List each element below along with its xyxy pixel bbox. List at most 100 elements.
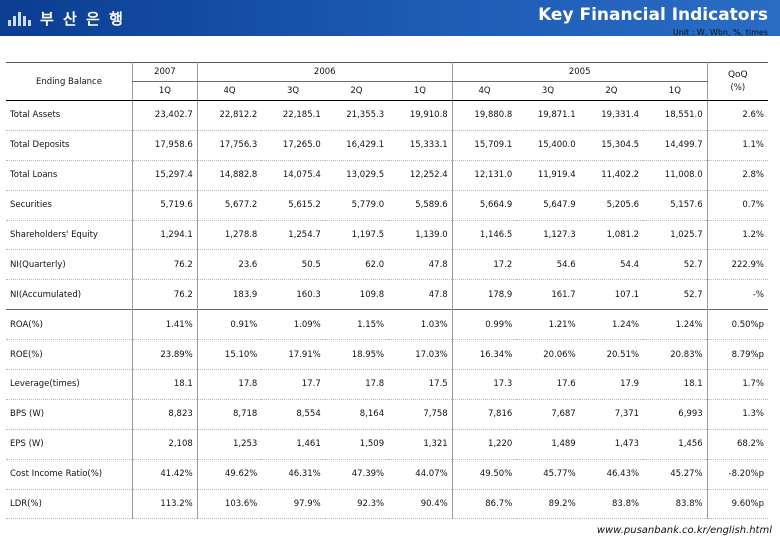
table-cell: 15.10% bbox=[197, 339, 262, 371]
qoq-unit: (%) bbox=[730, 82, 746, 93]
table-cell: 17.03% bbox=[388, 339, 453, 371]
table-cell: 17.7 bbox=[261, 369, 325, 400]
table-cell: 1,081.2 bbox=[579, 220, 644, 251]
table-cell: 1,025.7 bbox=[643, 220, 708, 251]
financial-table: Ending Balance 2007 2006 2005 QoQ (%) 1Q… bbox=[6, 62, 768, 520]
table-cell: 76.2 bbox=[132, 249, 198, 281]
table-cell: 14,499.7 bbox=[643, 130, 708, 161]
table-cell: 41.42% bbox=[132, 459, 198, 490]
row-label: LDR(%) bbox=[6, 489, 133, 520]
table-cell: 17,958.6 bbox=[132, 130, 198, 161]
table-cell: 86.7% bbox=[451, 489, 517, 520]
row-label: Shareholders' Equity bbox=[6, 220, 133, 251]
table-cell: 109.8 bbox=[324, 279, 389, 311]
table-cell: 12,131.0 bbox=[451, 160, 517, 191]
table-cell: 160.3 bbox=[261, 279, 325, 311]
row-label: Total Deposits bbox=[6, 130, 133, 161]
table-cell: 52.7 bbox=[643, 279, 708, 311]
table-cell: 83.8% bbox=[643, 489, 708, 520]
qoq-cell: -% bbox=[706, 279, 768, 311]
table-cell: 13,029.5 bbox=[324, 160, 389, 191]
table-cell: 1.15% bbox=[324, 309, 389, 341]
table-row: BPS (W) 8,823 8,718 8,554 8,164 7,758 7,816 7,6… bbox=[6, 399, 768, 430]
table-cell: 14,882.8 bbox=[197, 160, 262, 191]
table-cell: 1.03% bbox=[388, 309, 453, 341]
table-row: Cost Income Ratio(%) 41.42% 49.62% 46.31% 47… bbox=[6, 459, 768, 490]
table-cell: 1,321 bbox=[388, 429, 453, 460]
table-cell: 17.8 bbox=[324, 369, 389, 400]
table-cell: 161.7 bbox=[516, 279, 580, 311]
table-cell: 17.8 bbox=[197, 369, 262, 400]
corner-label: Ending Balance bbox=[6, 62, 133, 101]
table-cell: 1,278.8 bbox=[197, 220, 262, 251]
table-cell: 89.2% bbox=[516, 489, 580, 520]
table-cell: 15,709.1 bbox=[451, 130, 517, 161]
table-cell: 62.0 bbox=[324, 249, 389, 281]
logo-mark-icon bbox=[8, 10, 34, 26]
table-cell: 97.9% bbox=[261, 489, 325, 520]
table-cell: 1,473 bbox=[579, 429, 644, 460]
table-cell: 107.1 bbox=[579, 279, 644, 311]
table-cell: 6,993 bbox=[643, 399, 708, 430]
table-cell: 183.9 bbox=[197, 279, 262, 311]
table-cell: 5,157.6 bbox=[643, 190, 708, 221]
table-cell: 8,164 bbox=[324, 399, 389, 430]
table-cell: 23.89% bbox=[132, 339, 198, 371]
row-label: ROE(%) bbox=[6, 339, 133, 371]
table-cell: 8,823 bbox=[132, 399, 198, 430]
qoq-cell: 1.1% bbox=[706, 130, 768, 161]
table-cell: 23,402.7 bbox=[132, 100, 198, 131]
qoq-cell: 2.8% bbox=[706, 160, 768, 191]
qoq-cell: 2.6% bbox=[706, 100, 768, 131]
table-cell: 5,647.9 bbox=[516, 190, 580, 221]
table-cell: 1.24% bbox=[579, 309, 644, 341]
quarter-header: 1Q bbox=[643, 81, 708, 101]
year-2007: 2007 bbox=[132, 62, 198, 82]
row-label: Total Assets bbox=[6, 100, 133, 131]
table-cell: 1,253 bbox=[197, 429, 262, 460]
table-cell: 22,185.1 bbox=[261, 100, 325, 131]
table-cell: 5,205.6 bbox=[579, 190, 644, 221]
table-cell: 11,402.2 bbox=[579, 160, 644, 191]
table-cell: 46.43% bbox=[579, 459, 644, 490]
table-cell: 14,075.4 bbox=[261, 160, 325, 191]
table-cell: 17.3 bbox=[451, 369, 517, 400]
table-cell: 7,758 bbox=[388, 399, 453, 430]
table-row: ROA(%) 1.41% 0.91% 1.09% 1.15% 1.03% 0.99% 1.21… bbox=[6, 309, 768, 341]
row-label: BPS (W) bbox=[6, 399, 133, 430]
quarter-header: 4Q bbox=[197, 81, 262, 101]
bank-logo: 부 산 은 행 bbox=[8, 8, 125, 28]
table-row: NI(Accumulated) 76.2 183.9 160.3 109.8 47.8 17… bbox=[6, 279, 768, 311]
table-cell: 8,718 bbox=[197, 399, 262, 430]
table-cell: 1,197.5 bbox=[324, 220, 389, 251]
table-cell: 7,816 bbox=[451, 399, 517, 430]
table-cell: 47.8 bbox=[388, 249, 453, 281]
table-cell: 1,456 bbox=[643, 429, 708, 460]
qoq-cell: 1.7% bbox=[706, 369, 768, 400]
table-row: Leverage(times) 18.1 17.8 17.7 17.8 17.5 17.3 1… bbox=[6, 369, 768, 400]
table-cell: 16.34% bbox=[451, 339, 517, 371]
table-cell: 178.9 bbox=[451, 279, 517, 311]
table-cell: 18,551.0 bbox=[643, 100, 708, 131]
table-cell: 1.09% bbox=[261, 309, 325, 341]
quarter-header: 2Q bbox=[579, 81, 644, 101]
table-cell: 1.21% bbox=[516, 309, 580, 341]
page-title: Key Financial Indicators bbox=[538, 5, 768, 25]
qoq-cell: 0.7% bbox=[706, 190, 768, 221]
table-cell: 76.2 bbox=[132, 279, 198, 311]
table-cell: 0.99% bbox=[451, 309, 517, 341]
table-cell: 5,589.6 bbox=[388, 190, 453, 221]
table-row: Total Loans 15,297.4 14,882.8 14,075.4 13,02… bbox=[6, 160, 768, 191]
qoq-cell: -8.20%p bbox=[706, 459, 768, 490]
table-row: Total Assets 23,402.7 22,812.2 22,185.1 21,3… bbox=[6, 100, 768, 131]
table-cell: 1,139.0 bbox=[388, 220, 453, 251]
table-cell: 5,677.2 bbox=[197, 190, 262, 221]
header-bar: 부 산 은 행 Key Financial Indicators bbox=[0, 0, 780, 36]
header-row-quarters: 1Q 4Q 3Q 2Q 1Q 4Q 3Q 2Q 1Q bbox=[6, 81, 768, 101]
table-cell: 0.91% bbox=[197, 309, 262, 341]
table-cell: 17.6 bbox=[516, 369, 580, 400]
quarter-header: 1Q bbox=[132, 81, 198, 101]
row-label: NI(Accumulated) bbox=[6, 279, 133, 311]
unit-note: Unit : W, Wbn, %, times bbox=[672, 28, 768, 37]
table-cell: 15,400.0 bbox=[516, 130, 580, 161]
